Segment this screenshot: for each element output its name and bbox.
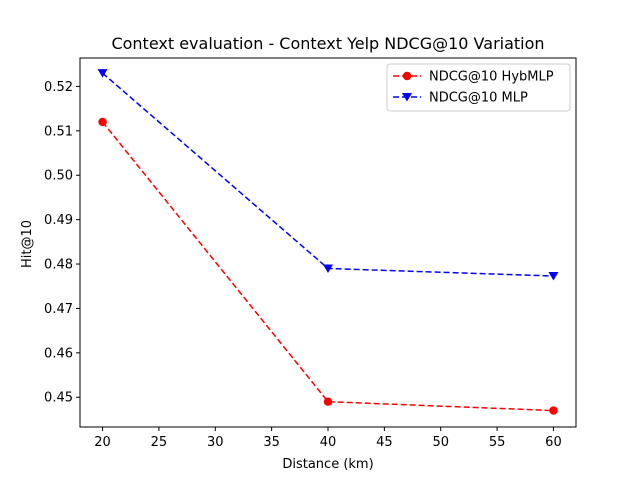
plot-area [79,57,577,428]
x-axis-title: Distance (km) [282,457,373,472]
y-tick-label: 0.47 [44,302,73,317]
y-tick-label: 0.52 [44,80,73,95]
x-tick-label: 50 [432,435,449,450]
axes-frame [79,57,577,428]
y-tick-label: 0.48 [44,258,73,273]
x-tick-label: 60 [545,435,562,450]
data-point-1 [549,406,558,415]
legend-label-2: NDCG@10 MLP [429,91,528,106]
data-point-2 [97,69,108,78]
chart-title: Context evaluation - Context Yelp NDCG@1… [111,34,544,53]
x-tick-label: 55 [489,435,506,450]
x-tick-label: 20 [94,435,111,450]
y-tick-label: 0.50 [44,169,73,184]
y-tick-label: 0.46 [44,346,73,361]
series-line-1 [101,121,554,412]
y-tick-label: 0.45 [44,391,73,406]
y-tick-label: 0.49 [44,213,73,228]
data-point-1 [98,117,107,127]
data-point-2 [548,272,559,281]
x-tick-label: 40 [320,435,337,450]
legend-label-1: NDCG@10 HybMLP [429,70,554,85]
x-tick-label: 25 [151,435,168,450]
x-tick-label: 35 [263,435,280,450]
x-tick-label: 45 [376,435,393,450]
y-axis-title: Hit@10 [20,220,35,268]
y-axis-ticks: 0.45 0.46 0.47 0.48 0.49 0.50 0.51 0.52 [44,80,80,406]
data-point-2 [323,264,333,273]
y-tick-label: 0.51 [44,124,73,139]
legend: NDCG@10 HybMLP NDCG@10 MLP [386,63,571,112]
data-point-1 [323,397,333,406]
legend-marker-1 [402,71,412,81]
legend-box [386,63,571,112]
x-axis-ticks: 20 25 30 35 40 45 50 55 60 [94,427,562,450]
x-tick-label: 30 [207,435,224,450]
legend-marker-2 [402,93,412,102]
